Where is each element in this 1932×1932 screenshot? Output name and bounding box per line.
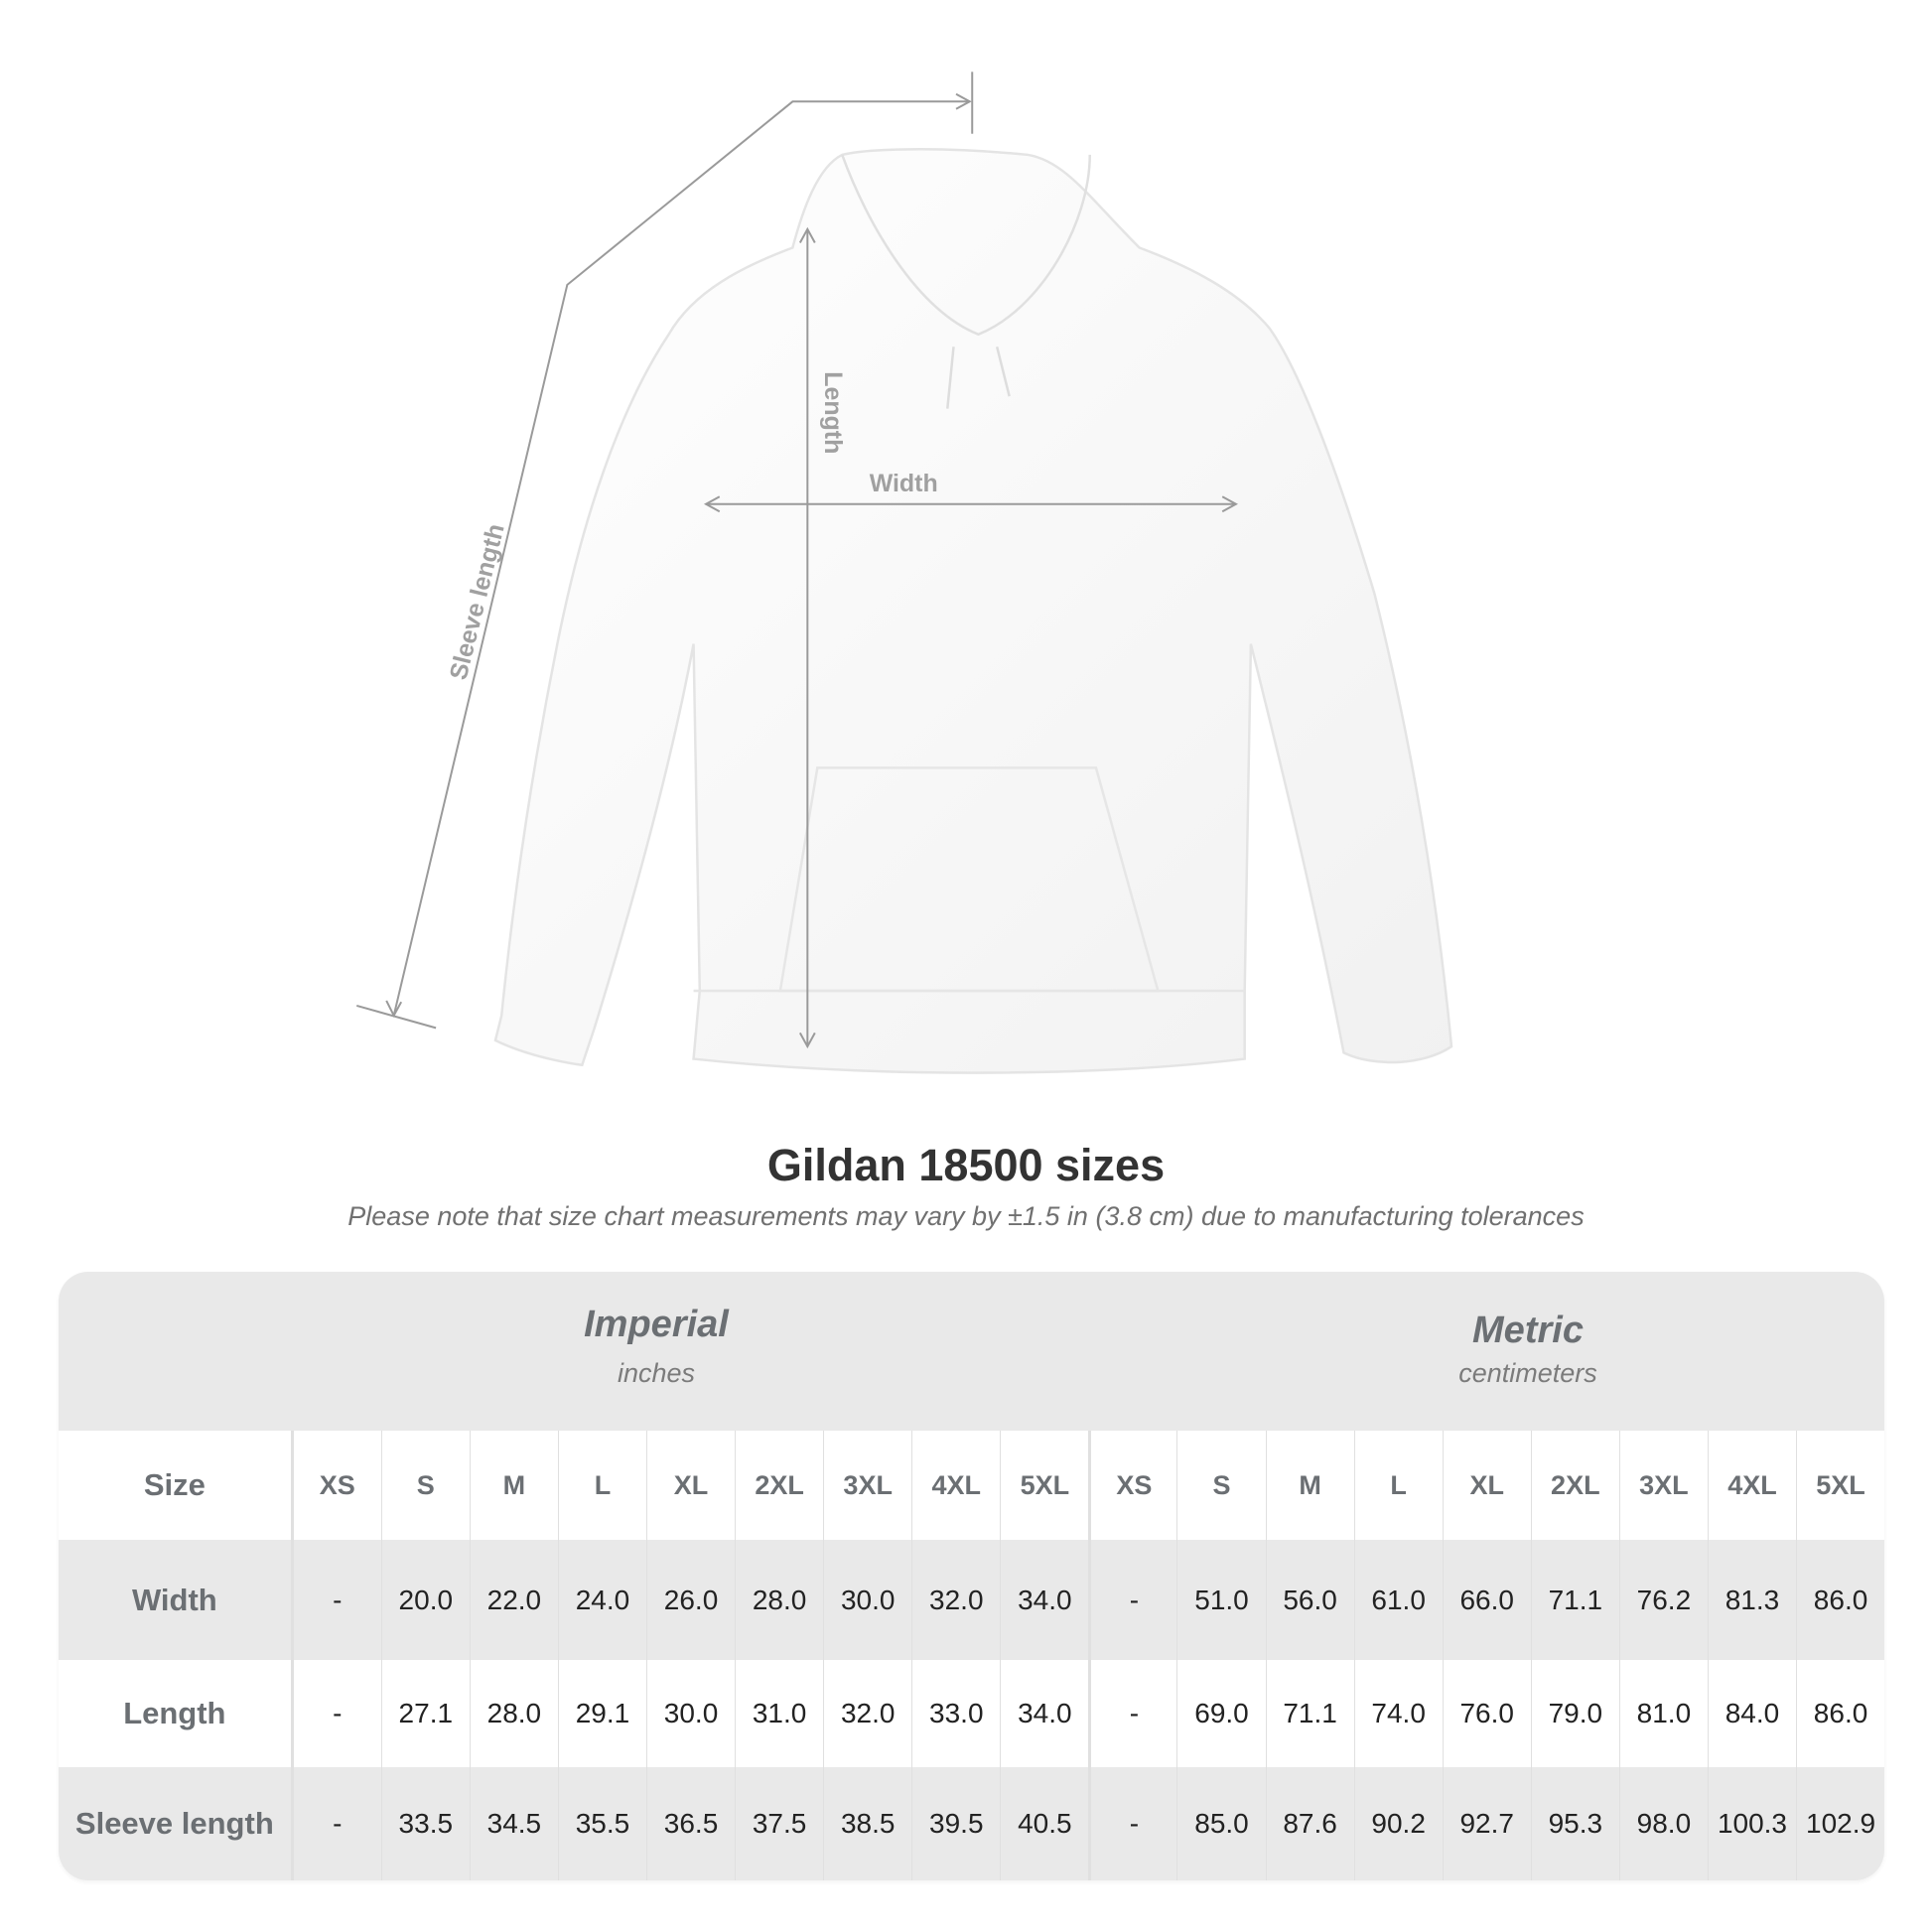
hoodie-image xyxy=(493,148,1453,1074)
size-column-header: XS xyxy=(292,1431,381,1540)
size-column-header: 4XL xyxy=(1707,1431,1796,1540)
table-cell: 85.0 xyxy=(1176,1767,1265,1880)
length-label: Length xyxy=(819,371,847,454)
measurement-lines xyxy=(355,71,1239,1049)
table-cell: 20.0 xyxy=(380,1540,470,1660)
table-row: Length -27.1 28.0 29.1 30.0 31.0 32.0 33.0 34.0-… xyxy=(59,1660,1884,1767)
size-column-header: L xyxy=(557,1431,646,1540)
table-cell: 34.5 xyxy=(469,1767,558,1880)
table-cell: 86.0 xyxy=(1796,1660,1884,1767)
page-title: Gildan 18500 sizes xyxy=(766,1140,1166,1190)
table-cell: 81.3 xyxy=(1707,1540,1796,1660)
row-label: Sleeve length xyxy=(59,1767,293,1880)
table-cell: 86.0 xyxy=(1796,1540,1884,1660)
sleeve-length-label: Sleeve length xyxy=(445,521,510,683)
size-column-header: XL xyxy=(646,1431,735,1540)
table-cell: 81.0 xyxy=(1618,1660,1708,1767)
width-label: Width xyxy=(870,470,938,497)
size-column-header: 5XL xyxy=(1000,1431,1088,1540)
table-cell: 27.1 xyxy=(380,1660,470,1767)
size-column-header: M xyxy=(1265,1431,1354,1540)
table-cell: 71.1 xyxy=(1530,1540,1619,1660)
size-column-header: 3XL xyxy=(823,1431,911,1540)
table-cell: 66.0 xyxy=(1442,1540,1531,1660)
size-column-header: 4XL xyxy=(911,1431,1000,1540)
table-cell: 36.5 xyxy=(646,1767,735,1880)
table-cell: 95.3 xyxy=(1530,1767,1619,1880)
table-cell: 98.0 xyxy=(1618,1767,1708,1880)
size-column-header: XS xyxy=(1088,1431,1176,1540)
table-cell: 32.0 xyxy=(911,1540,1000,1660)
table-cell: 51.0 xyxy=(1176,1540,1265,1660)
table-cell: 79.0 xyxy=(1530,1660,1619,1767)
size-column-header: XL xyxy=(1442,1431,1531,1540)
table-cell: 39.5 xyxy=(911,1767,1000,1880)
table-cell: 28.0 xyxy=(469,1660,558,1767)
table-cell: 37.5 xyxy=(735,1767,823,1880)
table-cell: 102.9 xyxy=(1796,1767,1884,1880)
metric-header: Metric centimeters xyxy=(1230,1310,1826,1389)
table-cell: 71.1 xyxy=(1265,1660,1354,1767)
table-cell: - xyxy=(292,1660,381,1767)
table-cell: 26.0 xyxy=(646,1540,735,1660)
table-cell: 22.0 xyxy=(469,1540,558,1660)
table-row: Width -20.0 22.0 24.0 26.0 28.0 30.0 32.0 34.0-5… xyxy=(59,1540,1884,1660)
size-column-header: 2XL xyxy=(735,1431,823,1540)
table-cell: 74.0 xyxy=(1353,1660,1443,1767)
table-cell: 28.0 xyxy=(735,1540,823,1660)
row-label: Size xyxy=(59,1431,293,1540)
table-cell: - xyxy=(1088,1540,1176,1660)
table-cell: 76.0 xyxy=(1442,1660,1531,1767)
size-chart-table: Imperial inches Metric centimeters Size X… xyxy=(59,1272,1884,1880)
table-cell: 29.1 xyxy=(557,1660,646,1767)
size-column-header: 3XL xyxy=(1618,1431,1708,1540)
metric-unit: centimeters xyxy=(1458,1358,1597,1388)
table-cell: 24.0 xyxy=(557,1540,646,1660)
table-row: Sleeve length -33.5 34.5 35.5 36.5 37.5 38.5 39… xyxy=(59,1767,1884,1880)
table-cell: 87.6 xyxy=(1265,1767,1354,1880)
table-cell: 76.2 xyxy=(1618,1540,1708,1660)
table-cell: 40.5 xyxy=(1000,1767,1088,1880)
imperial-header: Imperial inches xyxy=(358,1304,954,1389)
table-cell: 35.5 xyxy=(557,1767,646,1880)
table-cell: 92.7 xyxy=(1442,1767,1531,1880)
row-label: Length xyxy=(59,1660,293,1767)
table-cell: - xyxy=(292,1767,381,1880)
table-cell: 33.0 xyxy=(911,1660,1000,1767)
table-cell: 31.0 xyxy=(735,1660,823,1767)
table-header: Imperial inches Metric centimeters xyxy=(59,1272,1884,1431)
table-cell: 30.0 xyxy=(646,1660,735,1767)
table-cell: 38.5 xyxy=(823,1767,911,1880)
table-cell: - xyxy=(292,1540,381,1660)
table-cell: 100.3 xyxy=(1707,1767,1796,1880)
table-cell: 61.0 xyxy=(1353,1540,1443,1660)
size-column-header: 5XL xyxy=(1796,1431,1884,1540)
metric-title: Metric xyxy=(1472,1310,1584,1351)
table-cell: 84.0 xyxy=(1707,1660,1796,1767)
imperial-title: Imperial xyxy=(584,1304,729,1345)
table-cell: 34.0 xyxy=(1000,1540,1088,1660)
size-column-header: M xyxy=(469,1431,558,1540)
imperial-unit: inches xyxy=(617,1358,696,1388)
size-header-row: Size XS S M L XL 2XL 3XL 4XL 5XL XS S M L XL 2XL 3XL 4XL 5… xyxy=(59,1431,1884,1540)
table-cell: 32.0 xyxy=(823,1660,911,1767)
size-column-header: L xyxy=(1353,1431,1443,1540)
table-cell: 90.2 xyxy=(1353,1767,1443,1880)
table-cell: 69.0 xyxy=(1176,1660,1265,1767)
size-column-header: S xyxy=(380,1431,470,1540)
table-cell: - xyxy=(1088,1660,1176,1767)
table-cell: 34.0 xyxy=(1000,1660,1088,1767)
size-column-header: S xyxy=(1176,1431,1265,1540)
table-cell: - xyxy=(1088,1767,1176,1880)
table-cell: 56.0 xyxy=(1265,1540,1354,1660)
table-cell: 30.0 xyxy=(823,1540,911,1660)
table-cell: 33.5 xyxy=(380,1767,470,1880)
size-column-header: 2XL xyxy=(1530,1431,1619,1540)
page-subtitle: Please note that size chart measurements… xyxy=(347,1201,1585,1231)
row-label: Width xyxy=(59,1540,293,1660)
